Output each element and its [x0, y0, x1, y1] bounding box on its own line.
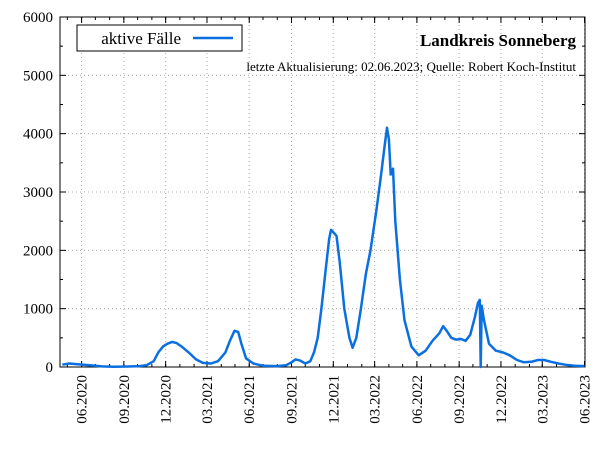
x-tick-label: 09.2020 — [117, 375, 133, 424]
x-tick-label: 03.2021 — [200, 375, 216, 424]
x-tick-label: 03.2023 — [535, 375, 551, 424]
y-tick-label: 3000 — [23, 185, 53, 201]
series-layer — [62, 126, 585, 369]
y-tick-label: 6000 — [23, 10, 53, 26]
x-tick-label: 06.2022 — [410, 375, 426, 424]
x-tick-label: 09.2022 — [452, 375, 468, 424]
x-tick-label: 12.2022 — [494, 375, 510, 424]
x-tick-label: 06.2020 — [75, 375, 91, 424]
x-tick-label: 03.2022 — [368, 375, 384, 424]
chart-subtitle: letzte Aktualisierung: 02.06.2023; Quell… — [246, 59, 576, 74]
axes: 0 1000 2000 3000 4000 5000 6000 06.2020 09.2020 1… — [23, 10, 594, 424]
y-tick-label: 0 — [46, 360, 54, 376]
y-tick-label: 1000 — [23, 302, 53, 318]
chart-title: Landkreis Sonneberg — [420, 31, 577, 50]
x-tick-label: 06.2023 — [578, 375, 594, 424]
legend: aktive Fälle — [76, 24, 243, 52]
x-tick-label: 12.2021 — [326, 375, 342, 424]
x-tick-label: 06.2021 — [242, 375, 258, 424]
y-tick-label: 2000 — [23, 243, 53, 259]
x-tick-label: 09.2021 — [284, 375, 300, 424]
y-tick-label: 5000 — [23, 68, 53, 84]
plot-frame — [59, 16, 586, 368]
series-line-aktive-faelle — [62, 126, 585, 369]
legend-label: aktive Fälle — [101, 29, 181, 48]
x-tick-label: 12.2020 — [159, 375, 175, 424]
y-tick-label: 4000 — [23, 127, 53, 143]
